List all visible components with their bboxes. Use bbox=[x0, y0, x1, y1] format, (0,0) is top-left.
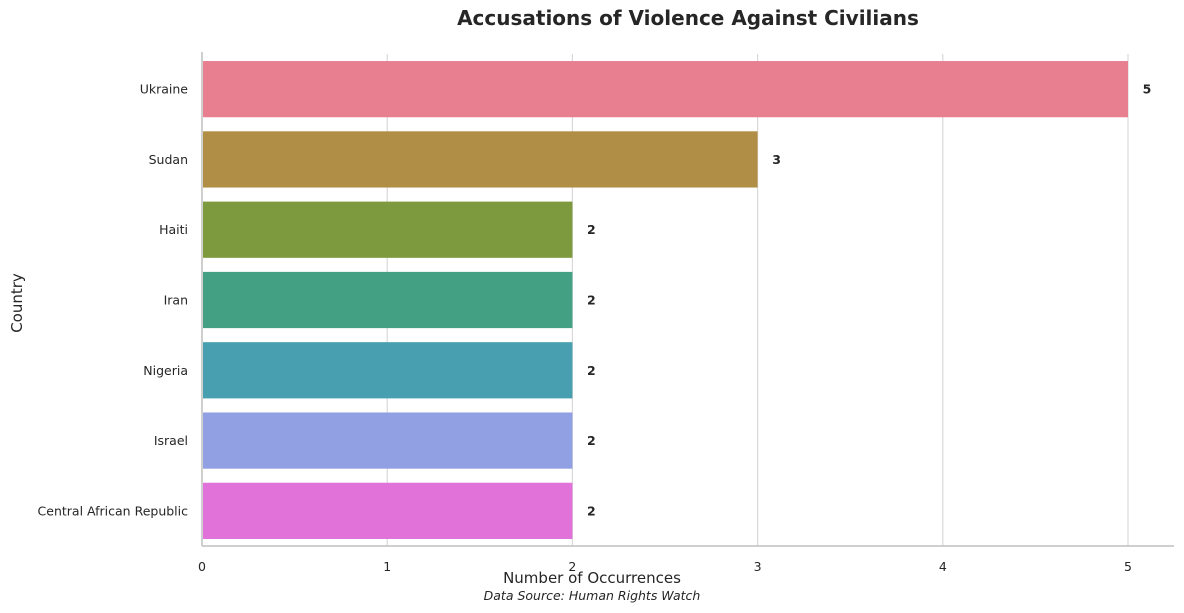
y-tick-label: Iran bbox=[164, 293, 188, 308]
bar bbox=[203, 412, 573, 469]
y-axis-label: Country bbox=[8, 273, 26, 333]
x-tick-label: 4 bbox=[939, 559, 947, 574]
y-tick-label: Israel bbox=[154, 433, 188, 448]
x-tick-labels: 0 1 2 3 4 5 bbox=[198, 559, 1132, 574]
chart-title: Accusations of Violence Against Civilian… bbox=[457, 6, 919, 30]
y-tick-label: Ukraine bbox=[140, 82, 189, 97]
x-tick-label: 3 bbox=[754, 559, 762, 574]
bar bbox=[203, 342, 573, 399]
y-tick-label: Sudan bbox=[149, 152, 188, 167]
bar bbox=[203, 201, 573, 258]
value-label: 2 bbox=[587, 433, 596, 448]
y-tick-labels: Ukraine Sudan Haiti Iran Nigeria Israel Centra… bbox=[38, 82, 189, 519]
value-labels: 5 3 2 2 2 2 2 bbox=[587, 82, 1151, 519]
x-axis-label: Number of Occurrences bbox=[503, 569, 681, 587]
x-tick-label: 2 bbox=[568, 559, 576, 574]
x-tick-label: 5 bbox=[1124, 559, 1132, 574]
bar bbox=[203, 271, 573, 329]
y-tick-label: Haiti bbox=[159, 222, 188, 237]
value-label: 2 bbox=[587, 363, 596, 378]
bars bbox=[203, 61, 1128, 539]
y-tick-label: Central African Republic bbox=[38, 503, 189, 518]
bar bbox=[203, 61, 1128, 118]
bar bbox=[203, 482, 573, 539]
value-label: 5 bbox=[1143, 82, 1152, 97]
source-note: Data Source: Human Rights Watch bbox=[484, 588, 701, 603]
bar bbox=[203, 131, 758, 188]
y-tick-label: Nigeria bbox=[143, 363, 188, 378]
value-label: 2 bbox=[587, 222, 596, 237]
value-label: 2 bbox=[587, 503, 596, 518]
x-tick-label: 1 bbox=[383, 559, 391, 574]
axes bbox=[201, 52, 1174, 547]
value-label: 3 bbox=[772, 152, 781, 167]
x-tick-label: 0 bbox=[198, 559, 206, 574]
value-label: 2 bbox=[587, 293, 596, 308]
